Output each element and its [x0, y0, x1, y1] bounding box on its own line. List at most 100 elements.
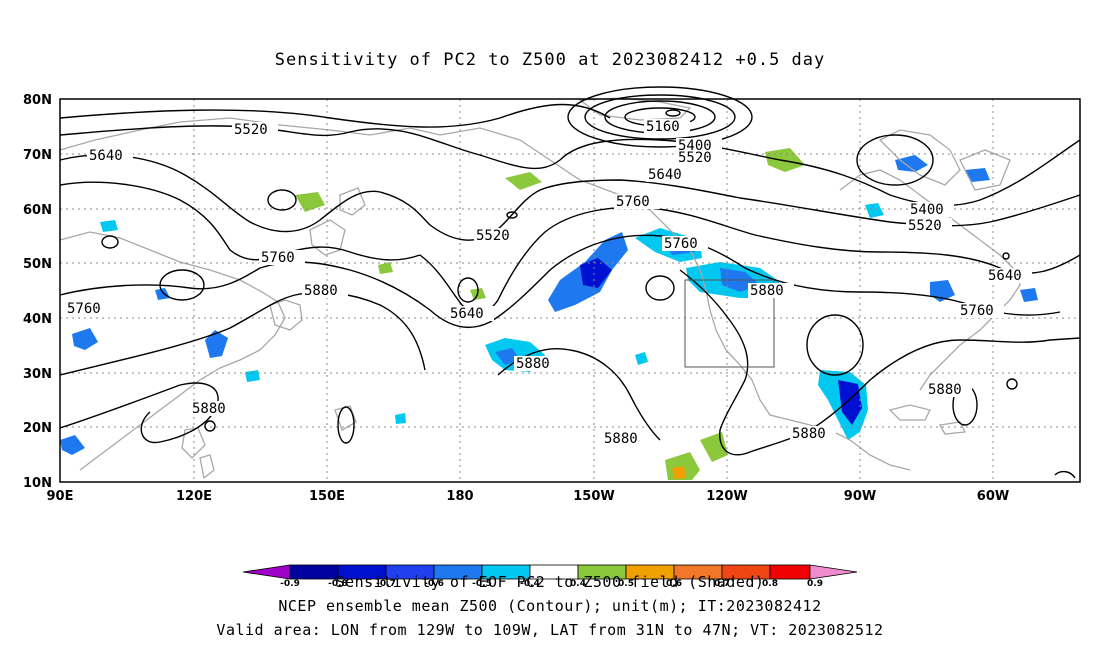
colorbar-tick-label: 0.7: [714, 579, 730, 589]
contour-line: [679, 269, 1081, 456]
coastline: [878, 129, 961, 186]
coastline: [59, 231, 286, 471]
contour-line: [497, 348, 661, 441]
contour-label: 5880: [928, 382, 962, 398]
colorbar-tick-label: 0.6: [666, 579, 682, 589]
coastline: [959, 149, 1011, 191]
shading-patch: [395, 413, 406, 424]
shading-patch: [245, 370, 260, 382]
shading-patch: [72, 328, 98, 350]
contour-line: [59, 234, 1061, 329]
contour-line: [567, 86, 753, 148]
colorbar-tick-label: -0.6: [424, 579, 444, 589]
valid-area-box: [684, 279, 775, 368]
shading-patch: [378, 262, 393, 274]
shading-patch: [672, 466, 686, 479]
contour-line: [159, 269, 205, 301]
shading-patch: [580, 258, 612, 288]
contour-line: [457, 277, 479, 303]
lon-label: 120W: [706, 489, 747, 504]
lon-label: 150E: [309, 489, 345, 504]
lat-label: 40N: [23, 312, 52, 327]
contour-label: 5880: [792, 426, 826, 442]
shading-patch: [765, 148, 805, 172]
contour-label: 5760: [960, 303, 994, 319]
lat-label: 20N: [23, 421, 52, 436]
lat-label: 80N: [23, 93, 52, 108]
contour-line: [101, 235, 119, 249]
contour-line: [337, 406, 355, 444]
contour-line: [1054, 470, 1076, 479]
contour-caption: NCEP ensemble mean Z500 (Contour); unit(…: [278, 597, 822, 615]
lat-label: 10N: [23, 476, 52, 491]
contour-label: 5520: [234, 122, 268, 138]
lon-label: 90W: [844, 489, 876, 504]
coastline: [339, 187, 366, 216]
colorbar-tick-label: 0.5: [618, 579, 634, 589]
contour-line: [665, 109, 681, 117]
contour-label: 5760: [261, 250, 295, 266]
colorbar-tick-label: -0.4: [520, 579, 540, 589]
shading-patch: [60, 435, 85, 455]
lon-label: 180: [446, 489, 473, 504]
shading-patch: [700, 432, 728, 462]
contour-label: 5760: [616, 194, 650, 210]
contour-line: [59, 291, 426, 376]
lon-label: 60W: [977, 489, 1009, 504]
contour-label: 5880: [304, 283, 338, 299]
contour-label: 5640: [648, 167, 682, 183]
contour-line: [1006, 378, 1018, 390]
contour-line: [59, 154, 1081, 241]
shading-patch: [1020, 288, 1038, 302]
shading-patch: [205, 330, 228, 358]
valid-area-caption: Valid area: LON from 129W to 109W, LAT f…: [216, 621, 884, 639]
contour-label: 5880: [750, 283, 784, 299]
shading-patch: [895, 155, 928, 172]
lat-label: 70N: [23, 148, 52, 163]
colorbar-caption: Sensitivity of EOF PC2 to Z500 field (Sh…: [335, 573, 765, 591]
contour-label: 5520: [908, 218, 942, 234]
lat-label: 30N: [23, 367, 52, 382]
contour-label: 5640: [988, 268, 1022, 284]
contour-line: [59, 181, 421, 261]
coastline: [199, 454, 215, 480]
contour-label: 5520: [476, 228, 510, 244]
shading-patch: [495, 348, 520, 365]
lat-lon-grid: [60, 99, 1080, 482]
contour-label: 5880: [192, 401, 226, 417]
contour-line: [267, 189, 297, 211]
shading-patch: [100, 220, 118, 232]
colorbar-tick-label: -0.7: [376, 579, 396, 589]
shading-patch: [155, 288, 170, 300]
colorbar-tick-label: -0.8: [328, 579, 348, 589]
contour-label: 5760: [67, 301, 101, 317]
contour-line: [856, 134, 934, 186]
contour-line: [1002, 252, 1010, 260]
contour-line: [645, 275, 675, 301]
contour-label: 5640: [89, 148, 123, 164]
contour-label: 5400: [910, 202, 944, 218]
colorbar-end-right: [809, 564, 858, 580]
contour-label: 5520: [678, 150, 712, 166]
coastline: [309, 219, 346, 256]
lon-label: 90E: [47, 489, 74, 504]
contour-line: [806, 314, 864, 376]
plot-frame: [59, 98, 1081, 483]
lon-label: 150W: [573, 489, 614, 504]
shading-patch: [505, 172, 542, 190]
plot-title: Sensitivity of PC2 to Z500 at 2023082412…: [274, 50, 826, 70]
coastline: [938, 421, 967, 435]
colorbar-tick-label: -0.5: [472, 579, 492, 589]
lat-axis: 80N 70N 60N 50N 40N 30N 20N 10N: [23, 93, 52, 491]
contour-label: 5160: [646, 119, 680, 135]
colorbar-tick-label: 0.9: [807, 579, 823, 589]
contour-labels: 5160 5400 5520 5640 5760 5760 5880 5520 …: [65, 119, 1032, 447]
shading-patch: [635, 352, 648, 365]
coastline: [269, 299, 303, 331]
lat-label: 50N: [23, 257, 52, 272]
contour-label: 5880: [516, 356, 550, 372]
contour-line: [584, 94, 736, 140]
shading-patch: [865, 203, 884, 218]
colorbar: [242, 564, 858, 580]
